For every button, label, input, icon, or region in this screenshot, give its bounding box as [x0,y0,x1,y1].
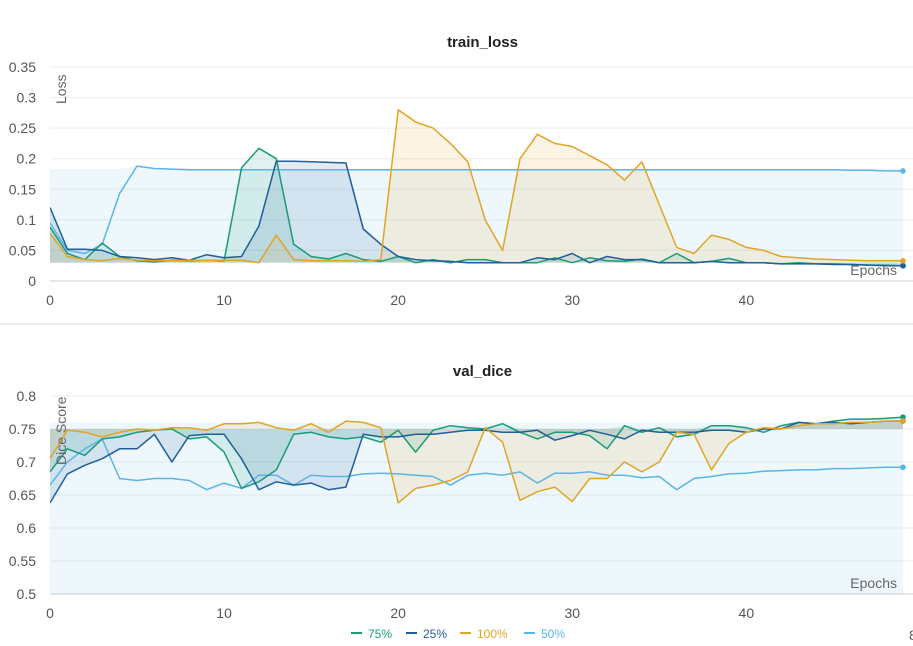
band-100pct [50,109,903,263]
x-axis-label: Epochs [850,262,897,278]
x-tick-label: 10 [216,292,232,308]
series-line-50pct [50,438,903,491]
y-tick-label: 0 [28,273,36,289]
right-edge-tick-glyph: 8 [909,627,913,643]
legend-item: 50% [524,627,565,641]
series-line-50pct [50,165,903,255]
series-end-point [900,262,906,269]
y-tick-label: 0.05 [9,242,36,258]
legend: 75% 25% 100% 50% [351,627,565,641]
series-line-25pct [50,160,903,267]
legend-label: 75% [368,627,392,641]
x-tick-label: 30 [564,605,580,621]
x-tick-label: 40 [739,605,755,621]
band-75pct [50,148,903,266]
series-end-point [900,414,906,420]
y-tick-label: 0.3 [17,90,37,106]
x-tick-label: 10 [216,605,232,621]
y-tick-label: 0.2 [17,151,37,167]
y-tick-label: 0.25 [9,120,36,136]
y-tick-label: 0.1 [17,212,37,228]
x-tick-label: 20 [390,292,406,308]
chart-title: val_dice [453,363,512,380]
legend-label: 50% [541,627,565,641]
x-tick-label: 30 [564,292,580,308]
legend-label: 100% [477,627,508,641]
series-end-point [900,168,906,174]
y-tick-label: 0.75 [9,421,36,437]
y-tick-label: 0.5 [17,586,37,602]
legend-item: 100% [460,627,508,641]
y-tick-label: 0.6 [17,520,37,536]
band-25pct [50,161,903,266]
series-end-point [900,464,906,471]
y-tick-label: 0.35 [9,59,36,75]
band-50pct [50,166,903,263]
y-axis-label: Loss [53,74,69,104]
band-50pct [50,422,903,594]
legend-label: 25% [423,627,447,641]
y-tick-label: 0.8 [17,388,37,404]
chart-title: train_loss [447,34,518,51]
chart-val-dice: val_dice 0.5 0.55 0.6 0.65 0.7 0.75 0.8 0 10 20 30 4… [9,363,913,621]
y-axis-label: Dice Score [53,396,69,465]
series-line-100pct [50,109,903,264]
x-tick-label: 0 [46,605,54,621]
series-group [50,416,904,594]
series-end-point [900,418,906,424]
series-line-75pct [50,416,904,490]
series-end-point [900,258,906,264]
y-tick-label: 0.65 [9,487,36,503]
x-tick-label: 0 [46,292,54,308]
band-25pct [50,421,903,503]
y-tick-label: 0.7 [17,454,37,470]
y-tick-label: 0.15 [9,181,36,197]
series-group [50,109,904,267]
chart-train-loss: train_loss 0 0.05 0.1 0.15 0.2 0.25 0.3 0.35 0 10 2… [9,34,913,308]
series-line-25pct [50,420,903,504]
x-tick-label: 40 [739,292,755,308]
series-line-100pct [50,420,903,504]
legend-item: 25% [406,627,447,641]
y-tick-label: 0.55 [9,553,36,569]
x-tick-label: 20 [390,605,406,621]
x-axis-label: Epochs [850,575,897,591]
legend-item: 75% [351,627,392,641]
